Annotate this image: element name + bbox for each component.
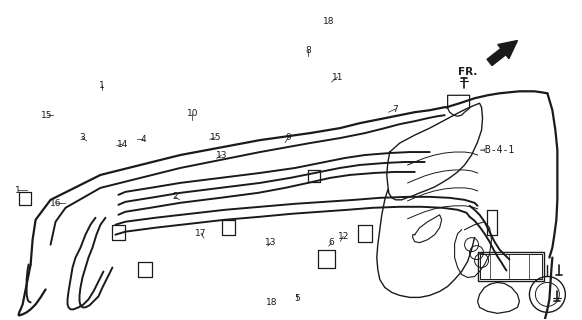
Text: 18: 18: [266, 298, 278, 307]
Text: 14: 14: [117, 140, 128, 148]
Text: 15: 15: [210, 133, 221, 142]
Text: 13: 13: [215, 151, 227, 160]
Text: 4: 4: [140, 135, 146, 144]
Text: 7: 7: [393, 105, 399, 114]
Text: 10: 10: [187, 109, 198, 118]
Text: 13: 13: [265, 238, 276, 247]
Text: FR.: FR.: [458, 68, 478, 77]
Text: 5: 5: [294, 294, 300, 303]
Text: 11: 11: [332, 73, 343, 82]
Text: 18: 18: [323, 17, 335, 26]
Text: 3: 3: [79, 133, 85, 142]
Text: 16: 16: [50, 198, 62, 207]
Text: ⇒B-4-1: ⇒B-4-1: [480, 146, 515, 156]
Text: 12: 12: [338, 232, 349, 241]
Text: 1: 1: [100, 81, 105, 90]
FancyArrow shape: [487, 41, 517, 66]
Text: 9: 9: [285, 133, 291, 142]
Text: 1: 1: [15, 186, 21, 195]
Text: 2: 2: [172, 192, 178, 201]
Text: 17: 17: [195, 229, 207, 238]
Text: 6: 6: [329, 238, 335, 247]
Text: 15: 15: [41, 111, 53, 120]
Text: 8: 8: [306, 45, 311, 55]
